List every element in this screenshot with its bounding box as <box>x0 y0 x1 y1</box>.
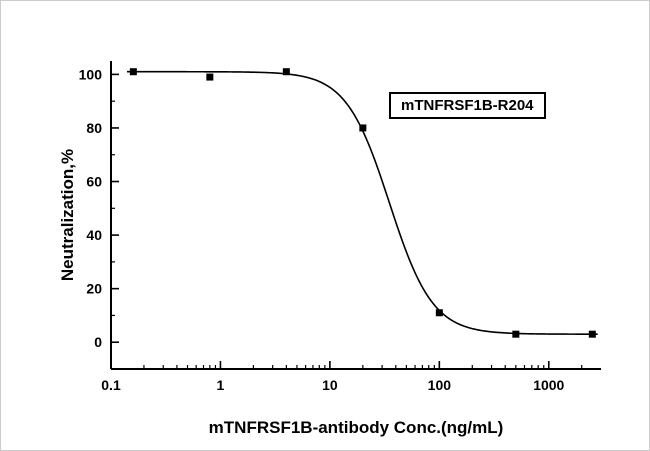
legend-annotation-box: mTNFRSF1B-R204 <box>389 92 546 119</box>
x-tick-label: 1000 <box>533 377 564 393</box>
data-point-marker <box>282 68 290 76</box>
data-point-marker <box>588 330 596 338</box>
data-point-marker <box>435 309 443 317</box>
data-point-marker <box>129 68 137 76</box>
y-tick-label: 20 <box>86 281 102 297</box>
x-tick-label: 0.1 <box>101 377 121 393</box>
legend-annotation-text: mTNFRSF1B-R204 <box>401 97 534 114</box>
y-tick-label: 0 <box>94 334 102 350</box>
y-tick-label: 80 <box>86 120 102 136</box>
x-tick-label: 10 <box>322 377 338 393</box>
x-tick-label: 100 <box>428 377 452 393</box>
y-axis-title: Neutralization,% <box>58 148 77 282</box>
data-point-marker <box>359 124 367 132</box>
data-point-marker <box>512 330 520 338</box>
y-tick-label: 40 <box>86 227 102 243</box>
x-tick-label: 1 <box>217 377 225 393</box>
y-tick-label: 100 <box>79 66 103 82</box>
data-point-marker <box>206 73 214 81</box>
y-tick-label: 60 <box>86 174 102 190</box>
x-axis-title: mTNFRSF1B-antibody Conc.(ng/mL) <box>208 418 504 437</box>
